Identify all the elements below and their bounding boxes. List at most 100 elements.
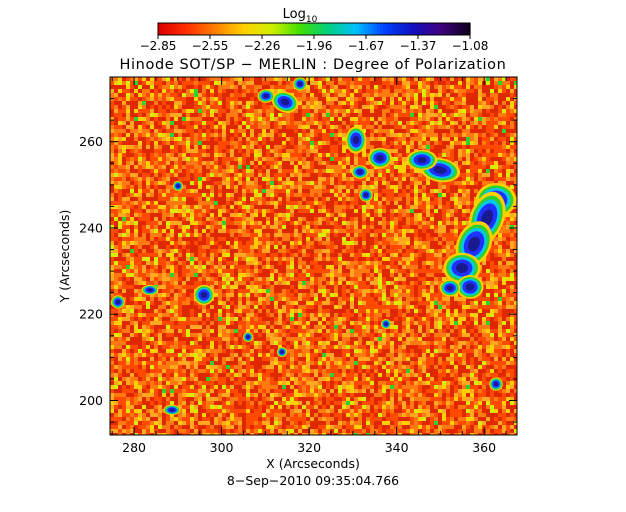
x-axis: 280 300 320 340 360 xyxy=(111,77,507,455)
colorbar-tick-label: −2.55 xyxy=(192,39,229,53)
colorbar-segment xyxy=(227,23,231,35)
y-axis-tick-label: 240 xyxy=(79,220,103,235)
y-axis-tick-label: 200 xyxy=(79,393,103,408)
colorbar-segment xyxy=(167,23,171,35)
colorbar-segment xyxy=(254,23,258,35)
x-axis-tick-label: 300 xyxy=(210,440,234,455)
colorbar-segment xyxy=(440,23,444,35)
colorbar-segment xyxy=(380,23,384,35)
plage-region xyxy=(465,283,475,291)
x-axis-label: X (Arcseconds) xyxy=(266,456,360,471)
colorbar-segment xyxy=(158,23,162,35)
plage-region xyxy=(169,408,175,412)
colorbar-segment xyxy=(416,23,420,35)
colorbar-segment xyxy=(224,23,228,35)
colorbar-segment xyxy=(398,23,402,35)
colorbar-segment xyxy=(179,23,183,35)
colorbar-segment xyxy=(467,23,471,35)
colorbar-segment xyxy=(464,23,468,35)
colorbar-segment xyxy=(305,23,309,35)
plage-region xyxy=(376,154,384,162)
colorbar-segment xyxy=(203,23,207,35)
colorbar-gradient xyxy=(158,23,471,35)
map-plage-regions xyxy=(111,77,517,416)
colorbar-segment xyxy=(164,23,168,35)
chart-title: Hinode SOT/SP − MERLIN : Degree of Polar… xyxy=(120,57,507,73)
plage-region xyxy=(481,209,493,227)
colorbar-segment xyxy=(218,23,222,35)
colorbar-segment xyxy=(428,23,432,35)
colorbar-ticks: −2.85 −2.55 −2.26 −1.96 −1.67 −1.37 −1.08 xyxy=(140,35,488,53)
colorbar-segment xyxy=(260,23,264,35)
colorbar-segment xyxy=(320,23,324,35)
colorbar-segment xyxy=(395,23,399,35)
colorbar-segment xyxy=(413,23,417,35)
colorbar-segment xyxy=(308,23,312,35)
colorbar-segment xyxy=(332,23,336,35)
colorbar-segment xyxy=(353,23,357,35)
x-axis-tick-label: 280 xyxy=(122,440,146,455)
colorbar-segment xyxy=(209,23,213,35)
colorbar-segment xyxy=(302,23,306,35)
colorbar-segment xyxy=(299,23,303,35)
y-axis-tick-label: 220 xyxy=(79,307,103,322)
plage-region xyxy=(263,93,269,99)
colorbar-segment xyxy=(338,23,342,35)
plage-region xyxy=(297,81,303,87)
colorbar-segment xyxy=(170,23,174,35)
colorbar-tick-label: −1.37 xyxy=(400,39,437,53)
colorbar-segment xyxy=(194,23,198,35)
plage-region xyxy=(433,166,447,174)
colorbar-segment xyxy=(323,23,327,35)
colorbar-segment xyxy=(251,23,255,35)
colorbar-segment xyxy=(389,23,393,35)
colorbar-segment xyxy=(296,23,300,35)
colorbar-tick-label: −1.67 xyxy=(348,39,385,53)
colorbar-segment xyxy=(458,23,462,35)
plage-region xyxy=(384,322,388,326)
colorbar-segment xyxy=(197,23,201,35)
colorbar-segment xyxy=(356,23,360,35)
y-axis-tick-label: 260 xyxy=(79,134,103,149)
colorbar-segment xyxy=(311,23,315,35)
x-axis-tick-label: 360 xyxy=(472,440,496,455)
colorbar-segment xyxy=(176,23,180,35)
colorbar-segment xyxy=(278,23,282,35)
colorbar-segment xyxy=(236,23,240,35)
colorbar-segment xyxy=(212,23,216,35)
plage-region xyxy=(363,192,369,198)
colorbar-segment xyxy=(173,23,177,35)
colorbar-tick-label: −2.26 xyxy=(244,39,281,53)
y-axis: 200 220 240 260 xyxy=(79,76,517,423)
colorbar: Log10 −2.85 −2.55 −2.26 −1.96 −1.67 −1.37 −1.0… xyxy=(140,7,489,53)
colorbar-segment xyxy=(425,23,429,35)
colorbar-segment xyxy=(200,23,204,35)
plage-region xyxy=(280,98,290,106)
colorbar-segment xyxy=(362,23,366,35)
colorbar-label: Log10 xyxy=(283,7,318,25)
colorbar-segment xyxy=(368,23,372,35)
map-texture xyxy=(110,77,517,435)
colorbar-segment xyxy=(233,23,237,35)
colorbar-segment xyxy=(257,23,261,35)
x-axis-tick-label: 340 xyxy=(385,440,409,455)
plage-region xyxy=(446,285,454,291)
colorbar-segment xyxy=(452,23,456,35)
colorbar-segment xyxy=(191,23,195,35)
colorbar-segment xyxy=(185,23,189,35)
colorbar-segment xyxy=(449,23,453,35)
colorbar-segment xyxy=(239,23,243,35)
colorbar-segment xyxy=(437,23,441,35)
colorbar-segment xyxy=(446,23,450,35)
colorbar-segment xyxy=(410,23,414,35)
plage-region xyxy=(176,184,180,188)
colorbar-segment xyxy=(344,23,348,35)
colorbar-segment xyxy=(272,23,276,35)
colorbar-segment xyxy=(263,23,267,35)
colorbar-segment xyxy=(383,23,387,35)
plage-region xyxy=(468,236,480,252)
colorbar-segment xyxy=(419,23,423,35)
colorbar-segment xyxy=(434,23,438,35)
colorbar-tick-label: −2.85 xyxy=(140,39,177,53)
